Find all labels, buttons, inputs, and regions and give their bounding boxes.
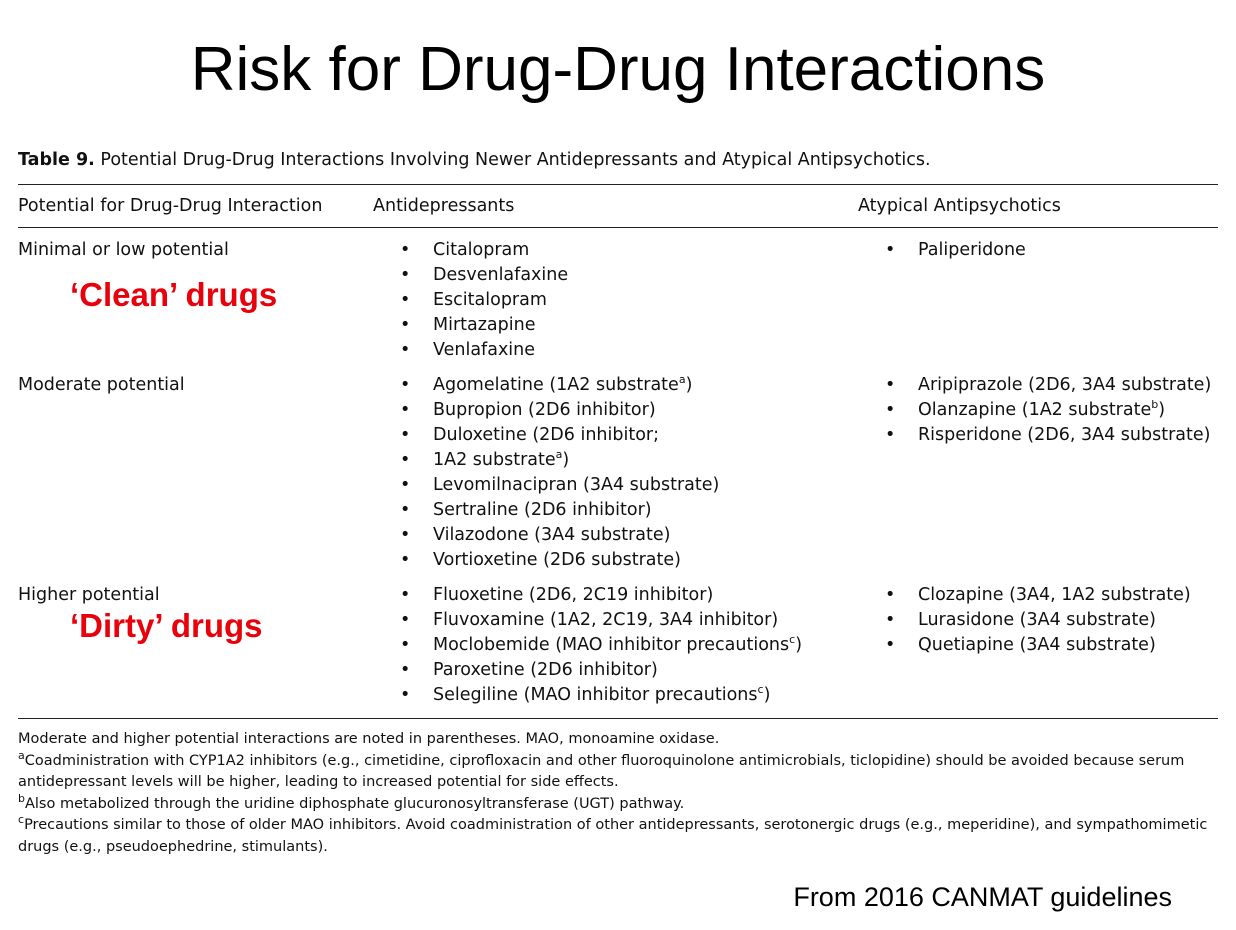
list-item: Clozapine (3A4, 1A2 substrate) [858, 583, 1191, 608]
footnote-text: Coadministration with CYP1A2 inhibitors … [18, 752, 1185, 791]
item-text: ) [795, 635, 803, 655]
antipsychotic-list: Clozapine (3A4, 1A2 substrate)Lurasidone… [858, 583, 1191, 708]
slide-title: Risk for Drug-Drug Interactions [190, 35, 1046, 104]
item-text: Moclobemide (MAO inhibitor precautions [433, 635, 790, 655]
list-item: Sertraline (2D6 inhibitor) [373, 498, 858, 523]
row-label: Moderate potential [18, 375, 185, 395]
list-item: Selegiline (MAO inhibitor precautionsc) [373, 683, 858, 708]
table-body: Minimal or low potential ‘Clean’ drugs Cit… [18, 228, 1218, 708]
item-text: ) [685, 375, 693, 395]
item-text: Selegiline (MAO inhibitor precautions [433, 685, 758, 705]
antidepressant-list: Fluoxetine (2D6, 2C19 inhibitor)Fluvoxam… [373, 583, 858, 708]
header-row: Potential for Drug-Drug Interaction Anti… [18, 185, 1218, 227]
table-row: Minimal or low potential ‘Clean’ drugs Cit… [18, 228, 1218, 363]
list-item: Fluvoxamine (1A2, 2C19, 3A4 inhibitor) [373, 608, 858, 633]
item-text: Olanzapine (1A2 substrate [918, 400, 1152, 420]
list-item: Olanzapine (1A2 substrateb) [858, 398, 1211, 423]
list-item: Vortioxetine (2D6 substrate) [373, 548, 858, 573]
table: Table 9. Potential Drug-Drug Interaction… [18, 148, 1218, 858]
cells: CitalopramDesvenlafaxineEscitalopramMirt… [18, 238, 1218, 363]
table-row: Moderate potential Agomelatine (1A2 subst… [18, 363, 1218, 573]
rule [18, 718, 1218, 719]
footnote: cPrecautions similar to those of older M… [18, 813, 1218, 858]
footnote-text: Precautions similar to those of older MA… [18, 817, 1208, 855]
item-text: ) [763, 685, 771, 705]
list-item: Escitalopram [373, 288, 858, 313]
list-item: Duloxetine (2D6 inhibitor; [373, 423, 858, 448]
list-item: Paliperidone [858, 238, 1026, 263]
row-label: Higher potential [18, 585, 160, 605]
footnote: aCoadministration with CYP1A2 inhibitors… [18, 748, 1218, 794]
header-cell: Potential for Drug-Drug Interaction [18, 196, 323, 216]
footnote-text: Also metabolized through the uridine dip… [24, 795, 685, 812]
table-row: Higher potential‘Dirty’ drugs Fluoxetine … [18, 573, 1218, 708]
item-text: ) [562, 450, 570, 470]
table-caption: Table 9. Potential Drug-Drug Interaction… [18, 148, 1218, 184]
footnote: Moderate and higher potential interactio… [18, 729, 1218, 751]
list-item: 1A2 substratea) [373, 448, 858, 473]
antipsychotic-list: Aripiprazole (2D6, 3A4 substrate)Olanzap… [858, 373, 1211, 573]
header-cell: Antidepressants [373, 196, 515, 216]
footnote-ref: c [757, 683, 764, 697]
list-item: Aripiprazole (2D6, 3A4 substrate) [858, 373, 1211, 398]
annotation: ‘Dirty’ drugs [70, 607, 263, 644]
list-item: Fluoxetine (2D6, 2C19 inhibitor) [373, 583, 858, 608]
footnote-ref: c [789, 633, 796, 647]
footnote-ref: a [555, 448, 563, 462]
row-label: Minimal or low potential [18, 240, 229, 260]
list-item: Risperidone (2D6, 3A4 substrate) [858, 423, 1211, 448]
list-item: Mirtazapine [373, 313, 858, 338]
antidepressant-list: CitalopramDesvenlafaxineEscitalopramMirt… [373, 238, 858, 363]
list-item: Paroxetine (2D6 inhibitor) [373, 658, 858, 683]
footnotes: Moderate and higher potential interactio… [18, 719, 1218, 858]
footnote-text: Moderate and higher potential interactio… [18, 731, 720, 747]
list-item: Agomelatine (1A2 substratea) [373, 373, 858, 398]
item-text: Agomelatine (1A2 substrate [433, 375, 679, 395]
caption-label: Table 9. [18, 150, 95, 170]
cells: Agomelatine (1A2 substratea)Bupropion (2… [18, 373, 1218, 573]
footnote-mark: b [18, 791, 25, 805]
footnote-ref: a [678, 373, 686, 387]
list-item: Moclobemide (MAO inhibitor precautionsc) [373, 633, 858, 658]
annotation: ‘Clean’ drugs [70, 276, 278, 313]
footnote-ref: b [1151, 398, 1159, 412]
caption-text: Potential Drug-Drug Interactions Involvi… [100, 150, 931, 170]
list-item: Lurasidone (3A4 substrate) [858, 608, 1191, 633]
list-item: Citalopram [373, 238, 858, 263]
list-item: Levomilnacipran (3A4 substrate) [373, 473, 858, 498]
source: From 2016 CANMAT guidelines [793, 882, 1172, 912]
item-text: ) [1158, 400, 1166, 420]
rule [18, 184, 1218, 185]
item-text: 1A2 substrate [433, 450, 556, 470]
header-cell: Atypical Antipsychotics [858, 196, 1061, 216]
antipsychotic-list: Paliperidone [858, 238, 1026, 363]
rule [18, 227, 1218, 228]
footnote-mark: c [18, 813, 25, 827]
list-item: Quetiapine (3A4 substrate) [858, 633, 1191, 658]
list-item: Vilazodone (3A4 substrate) [373, 523, 858, 548]
antidepressant-list: Agomelatine (1A2 substratea)Bupropion (2… [373, 373, 858, 573]
list-item: Desvenlafaxine [373, 263, 858, 288]
list-item: Bupropion (2D6 inhibitor) [373, 398, 858, 423]
footnote: bAlso metabolized through the uridine di… [18, 791, 1218, 816]
cells: Fluoxetine (2D6, 2C19 inhibitor)Fluvoxam… [18, 583, 1218, 708]
footnote-mark: a [18, 748, 25, 762]
list-item: Venlafaxine [373, 338, 858, 363]
